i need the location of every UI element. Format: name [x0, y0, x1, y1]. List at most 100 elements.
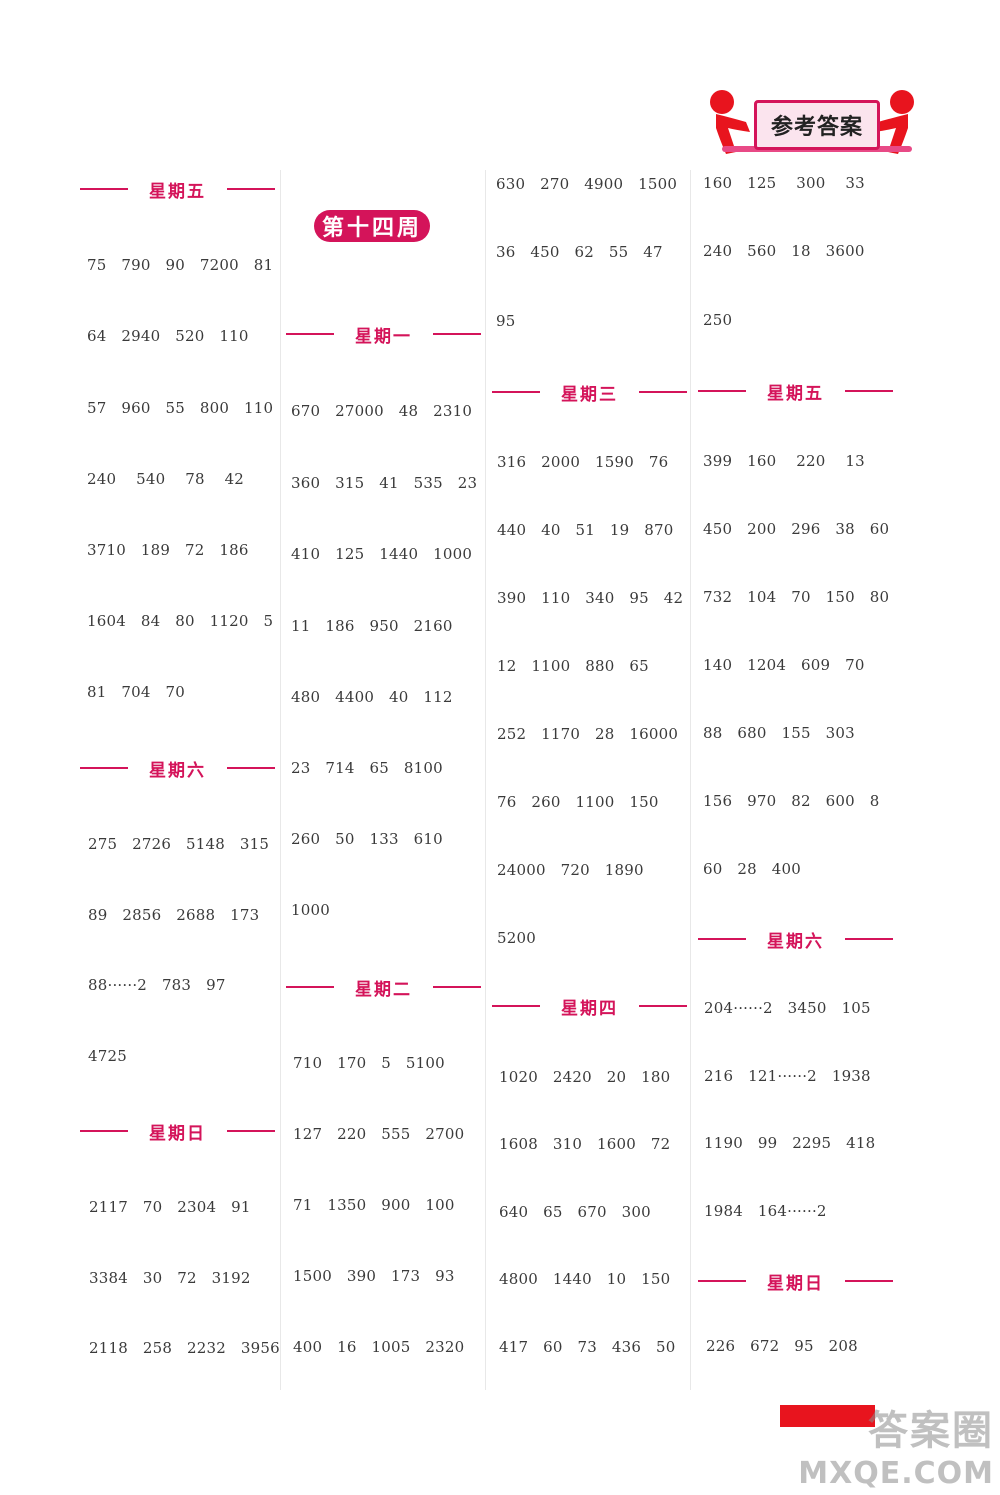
day-label: 星期五: [149, 181, 206, 202]
answer-row: 226 672 95 208: [706, 1337, 858, 1355]
answer-row: 670 27000 48 2310: [291, 402, 473, 420]
day-heading: 星期二: [286, 975, 481, 1000]
answer-row: 3710 189 72 186: [87, 541, 249, 559]
day-heading: 星期五: [698, 379, 893, 404]
heading-rule: [845, 1280, 893, 1282]
day-heading: 星期五: [80, 177, 275, 202]
answer-row: 3384 30 72 3192: [89, 1269, 251, 1287]
day-heading: 星期三: [492, 380, 687, 405]
answer-row: 390 110 340 95 42: [497, 589, 684, 607]
answer-row: 1020 2420 20 180: [499, 1068, 671, 1086]
column-divider: [280, 170, 281, 1390]
answer-row: 410 125 1440 1000: [291, 545, 473, 563]
answers-label: 参考答案: [754, 100, 880, 150]
answer-row: 240 540 78 42: [87, 470, 245, 488]
answer-row: 1000: [291, 901, 330, 919]
answer-row: 710 170 5 5100: [293, 1054, 445, 1072]
answer-row: 4800 1440 10 150: [499, 1270, 671, 1288]
answer-row: 12 1100 880 65: [497, 657, 649, 675]
answer-row: 127 220 555 2700: [293, 1125, 465, 1143]
answer-row: 5200: [497, 929, 536, 947]
answer-row: 24000 720 1890: [497, 861, 644, 879]
answer-row: 81 704 70: [87, 683, 186, 701]
column-divider: [690, 170, 691, 1390]
answer-row: 64 2940 520 110: [87, 327, 249, 345]
answer-row: 204······2 3450 105: [704, 999, 871, 1017]
page-number-bar: [780, 1405, 875, 1427]
answer-row: 88 680 155 303: [703, 724, 855, 742]
answer-row: 440 40 51 19 870: [497, 521, 674, 539]
answer-row: 732 104 70 150 80: [703, 588, 890, 606]
heading-rule: [639, 1005, 687, 1007]
answer-row: 450 200 296 38 60: [703, 520, 890, 538]
answers-badge: 参考答案: [706, 88, 918, 160]
answer-row: 1604 84 80 1120 5: [87, 612, 274, 630]
heading-rule: [80, 188, 128, 190]
watermark-top: 答案圈: [868, 1408, 994, 1454]
answer-row: 480 4400 40 112: [291, 688, 453, 706]
answer-row: 75 790 90 7200 81: [87, 256, 274, 274]
answer-row: 275 2726 5148 315: [88, 835, 270, 853]
answer-row: 95: [496, 312, 516, 330]
answer-row: 316 2000 1590 76: [497, 453, 669, 471]
day-label: 星期四: [561, 998, 618, 1019]
heading-rule: [698, 1280, 746, 1282]
answer-row: 240 560 18 3600: [703, 242, 865, 260]
day-heading: 星期四: [492, 994, 687, 1019]
day-label: 星期日: [767, 1273, 824, 1294]
answer-row: 630 270 4900 1500: [496, 175, 678, 193]
answer-row: 252 1170 28 16000: [497, 725, 679, 743]
answer-row: 160 125 300 33: [703, 174, 865, 192]
day-label: 星期五: [767, 383, 824, 404]
day-label: 星期六: [767, 931, 824, 952]
answer-row: 89 2856 2688 173: [88, 906, 260, 924]
answer-row: 36 450 62 55 47: [496, 243, 663, 261]
answer-row: 140 1204 609 70: [703, 656, 865, 674]
answer-row: 4725: [88, 1047, 127, 1065]
heading-rule: [845, 390, 893, 392]
column-divider: [485, 170, 486, 1390]
day-label: 星期一: [355, 326, 412, 347]
answer-row: 57 960 55 800 110: [87, 399, 274, 417]
day-heading: 星期日: [698, 1269, 893, 1294]
heading-rule: [433, 986, 481, 988]
answer-row: 1984 164······2: [704, 1202, 827, 1220]
answer-row: 71 1350 900 100: [293, 1196, 455, 1214]
figure-right-icon: [874, 90, 914, 154]
heading-rule: [698, 938, 746, 940]
answer-row: 60 28 400: [703, 860, 802, 878]
day-heading: 星期一: [286, 322, 481, 347]
answer-row: 260 50 133 610: [291, 830, 443, 848]
answer-row: 88······2 783 97: [88, 976, 226, 994]
answer-row: 399 160 220 13: [703, 452, 865, 470]
heading-rule: [227, 767, 275, 769]
answer-row: 2118 258 2232 3956: [89, 1339, 280, 1357]
watermark-bottom: MXQE.COM: [798, 1456, 994, 1491]
answer-row: 1608 310 1600 72: [499, 1135, 671, 1153]
heading-rule: [639, 391, 687, 393]
heading-rule: [286, 333, 334, 335]
watermark: 答案圈 MXQE.COM: [798, 1398, 994, 1491]
answer-row: 2117 70 2304 91: [89, 1198, 251, 1216]
answer-row: 1500 390 173 93: [293, 1267, 455, 1285]
day-heading: 星期六: [698, 927, 893, 952]
answer-row: 640 65 670 300: [499, 1203, 651, 1221]
heading-rule: [227, 188, 275, 190]
day-label: 星期三: [561, 384, 618, 405]
answer-row: 11 186 950 2160: [291, 617, 453, 635]
answer-row: 1190 99 2295 418: [704, 1134, 876, 1152]
week-badge: 第十四周: [314, 210, 431, 242]
answer-row: 417 60 73 436 50: [499, 1338, 676, 1356]
heading-rule: [227, 1130, 275, 1132]
heading-rule: [698, 390, 746, 392]
heading-rule: [80, 767, 128, 769]
heading-rule: [845, 938, 893, 940]
day-heading: 星期日: [80, 1119, 275, 1144]
answer-row: 360 315 41 535 23: [291, 474, 478, 492]
day-heading: 星期六: [80, 756, 275, 781]
answer-row: 216 121······2 1938: [704, 1067, 871, 1085]
day-label: 星期日: [149, 1123, 206, 1144]
heading-rule: [433, 333, 481, 335]
answer-row: 23 714 65 8100: [291, 759, 443, 777]
day-label: 星期六: [149, 760, 206, 781]
